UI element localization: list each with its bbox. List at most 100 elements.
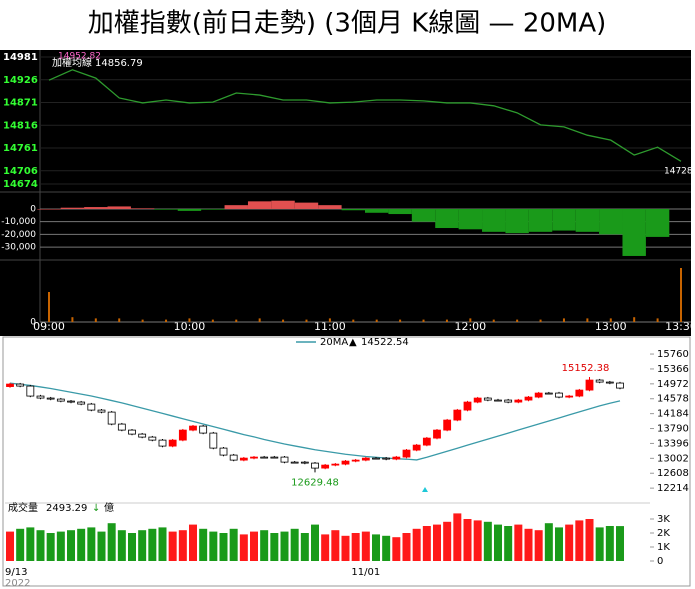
y-tick-label: 14706 (3, 166, 38, 177)
legend-label: 加權均線 (52, 56, 92, 69)
candle-body (514, 399, 523, 403)
volume-bar (199, 528, 208, 561)
volume-bar (351, 533, 360, 561)
candle-body (331, 463, 340, 466)
ma-line (9, 382, 621, 461)
y-tick-label: 14816 (3, 120, 38, 131)
volume-bar (107, 523, 116, 561)
bar (375, 319, 378, 322)
bar (224, 205, 248, 209)
bar (118, 318, 121, 322)
bar (84, 207, 108, 209)
last-label: 14728.8 (664, 167, 695, 177)
volume-bar (565, 524, 574, 561)
bar (482, 208, 506, 232)
volume-bar (524, 528, 533, 561)
high-label: 15152.38 (562, 363, 610, 374)
y-tick-label: 2K (657, 528, 670, 539)
bar (552, 208, 576, 231)
legend-label: 20MA (320, 337, 348, 348)
volume-bar (443, 521, 452, 561)
candle-body (260, 456, 269, 459)
candle-body (565, 395, 574, 398)
volume-bar (117, 530, 126, 561)
volume-label: 成交量 (8, 501, 38, 514)
candle-body (494, 399, 502, 402)
candle-body (605, 381, 614, 384)
y-tick-label: 13002 (657, 453, 689, 464)
bar (107, 206, 131, 209)
candle-body (382, 457, 391, 460)
bar (71, 317, 74, 322)
volume-bar (148, 528, 157, 561)
y-tick-label: 14578 (657, 394, 689, 405)
candle-body (26, 385, 35, 397)
x-tick-label: 11:00 (314, 320, 346, 333)
volume-bar (412, 528, 421, 561)
volume-bar (372, 534, 380, 561)
bar (258, 318, 261, 322)
bar (528, 208, 553, 232)
candle-body (189, 425, 197, 431)
bar (141, 319, 144, 322)
bar (294, 202, 319, 209)
bar (516, 319, 519, 322)
bar (505, 208, 529, 234)
volume-bar (26, 527, 35, 561)
y-tick-label: 13790 (657, 424, 689, 435)
candle-body (138, 433, 147, 438)
volume-bar (239, 534, 248, 561)
bar (341, 208, 365, 211)
bar (247, 201, 272, 209)
y-tick-label: 14981 (3, 52, 38, 63)
bar (469, 318, 472, 322)
candle-body (16, 383, 25, 387)
x-tick-label: 13:00 (595, 320, 627, 333)
candle-body (199, 425, 208, 434)
candle-body (433, 429, 441, 439)
y-tick-label: 15760 (657, 349, 689, 360)
y-tick-label: 13396 (657, 438, 689, 449)
bar (422, 319, 425, 322)
bar (388, 208, 412, 215)
volume-bar (504, 526, 513, 561)
volume-bar (463, 519, 472, 561)
x-tick-label: 12:00 (454, 320, 486, 333)
candle-body (524, 396, 533, 401)
candle-body (351, 459, 360, 462)
y-tick-label: 12608 (657, 468, 689, 479)
volume-bar (555, 527, 563, 561)
bar (599, 208, 623, 235)
candle-body (250, 456, 258, 459)
bar (562, 318, 565, 322)
bar (458, 208, 483, 230)
y-tick-label: 3K (657, 514, 670, 525)
volume-bar (300, 533, 309, 561)
year-label: 2022 (5, 578, 30, 589)
candle-body (239, 457, 248, 461)
bar (318, 205, 342, 209)
y-tick-label: 0 (30, 318, 36, 328)
volume-bar (229, 528, 238, 561)
bar (633, 317, 636, 322)
candle-body (483, 397, 492, 401)
bar (411, 208, 436, 222)
bar (282, 319, 285, 322)
candle-body (77, 401, 86, 405)
candle-body (311, 462, 319, 469)
x-tick-label: 11/01 (351, 567, 380, 578)
volume-bar (270, 533, 279, 561)
bar (586, 318, 589, 322)
bar (445, 319, 448, 322)
volume-bar (158, 527, 167, 561)
candle-body (575, 389, 584, 397)
volume-bar (56, 531, 65, 561)
volume-arrow: ↓ (92, 503, 100, 514)
volume-bar (87, 527, 96, 561)
volume-bar (453, 513, 462, 561)
bar (492, 319, 495, 322)
bar (656, 318, 659, 322)
volume-bar (97, 531, 106, 561)
candle-body (473, 397, 482, 403)
candle-body (372, 457, 380, 460)
